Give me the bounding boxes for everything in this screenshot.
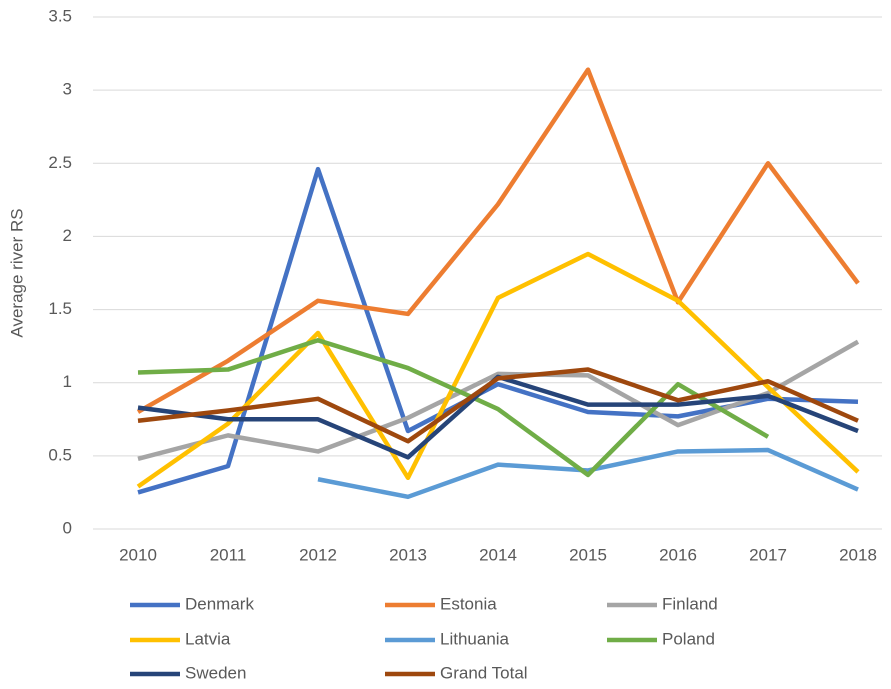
y-tick-label: 0 (63, 518, 72, 537)
series-line (137, 166, 859, 495)
series-line (137, 374, 859, 460)
y-tick-label: 1 (63, 372, 72, 391)
legend-label: Latvia (185, 629, 231, 648)
x-tick-label: 2017 (749, 545, 787, 564)
legend-label: Denmark (185, 594, 254, 613)
legend-label: Lithuania (440, 629, 510, 648)
x-tick-label: 2013 (389, 545, 427, 564)
y-tick-label: 3.5 (48, 6, 72, 25)
x-tick-label: 2014 (479, 545, 517, 564)
y-tick-label: 0.5 (48, 445, 72, 464)
legend-label: Sweden (185, 663, 246, 682)
x-tick-label: 2012 (299, 545, 337, 564)
x-tick-label: 2010 (119, 545, 157, 564)
y-axis-label: Average river RS (7, 208, 26, 337)
series-line (137, 367, 859, 444)
legend-label: Grand Total (440, 663, 528, 682)
x-tick-label: 2011 (210, 545, 247, 564)
x-tick-label: 2015 (569, 545, 607, 564)
y-tick-label: 2 (63, 226, 72, 245)
y-tick-label: 3 (63, 80, 72, 99)
legend-label: Poland (662, 629, 715, 648)
legend-label: Estonia (440, 594, 497, 613)
series-line (137, 338, 770, 478)
series-line (137, 339, 860, 461)
y-tick-label: 1.5 (48, 299, 72, 318)
x-tick-label: 2018 (839, 545, 877, 564)
series-line (317, 447, 859, 500)
series-line (136, 251, 860, 489)
series-line (136, 67, 860, 414)
y-tick-label: 2.5 (48, 153, 72, 172)
x-tick-label: 2016 (659, 545, 697, 564)
legend-label: Finland (662, 594, 718, 613)
